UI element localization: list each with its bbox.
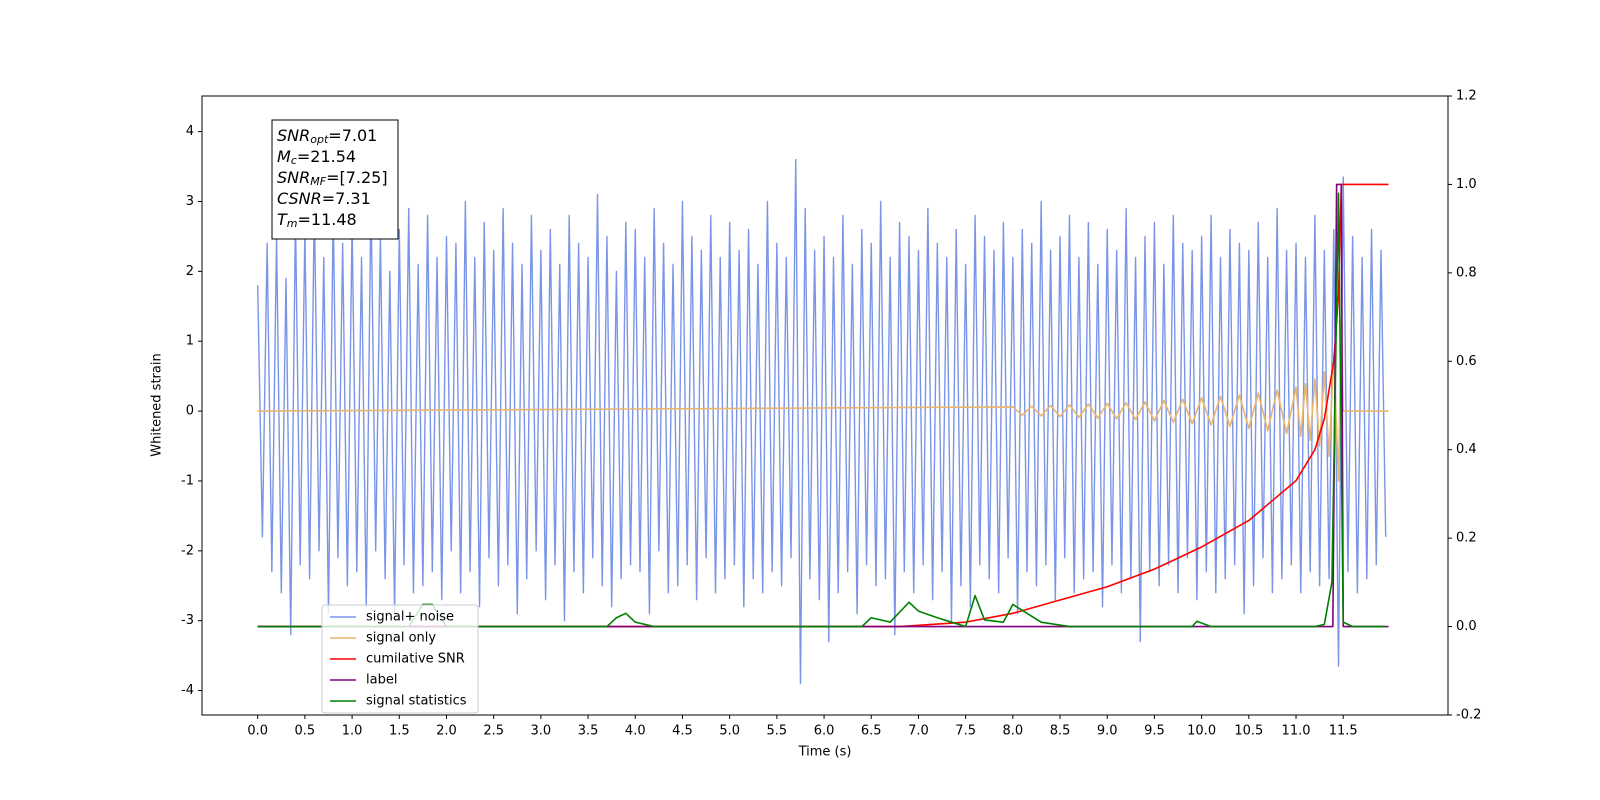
x-tick-label: 5.5 [767, 724, 788, 739]
annotation-symbol: CSNR [277, 189, 322, 208]
x-tick-label: 2.0 [436, 724, 457, 739]
annotation-line: CSNR=7.31 [277, 189, 371, 208]
y2-tick-label: 0.6 [1456, 354, 1477, 369]
y-tick-label: -2 [181, 543, 194, 558]
x-tick-label: 0.5 [295, 724, 316, 739]
y2-tick-label: 0.4 [1456, 442, 1477, 457]
annotation-line: Mc=21.54 [277, 147, 356, 168]
annotation: SNRopt=7.01Mc=21.54SNRMF=[7.25]CSNR=7.31… [271, 119, 399, 240]
y-tick-label: 4 [186, 124, 194, 139]
annotation-subscript: m [287, 217, 298, 230]
x-tick-label: 0.0 [247, 724, 268, 739]
x-tick-label: 6.0 [814, 724, 835, 739]
x-tick-label: 10.5 [1234, 724, 1263, 739]
x-tick-label: 9.5 [1144, 724, 1165, 739]
annotation-value: =7.31 [322, 189, 371, 208]
y-tick-label: 1 [186, 334, 194, 349]
x-tick-label: 11.5 [1329, 724, 1358, 739]
y2-tick-label: 1.0 [1456, 177, 1477, 192]
x-tick-label: 3.0 [531, 724, 552, 739]
y-tick-label: 2 [186, 264, 194, 279]
y2-tick-label: 0.8 [1456, 265, 1477, 280]
annotation-box [271, 119, 399, 240]
annotation-subscript: opt [310, 133, 329, 146]
legend-label: cumilative SNR [366, 652, 465, 667]
annotation-subscript: c [291, 154, 297, 167]
annotation-symbol: T [277, 210, 288, 229]
plot-frame [201, 95, 1449, 716]
x-tick-label: 5.0 [719, 724, 740, 739]
y2-tick-label: 0.2 [1456, 531, 1477, 546]
y-tick-label: 0 [186, 404, 194, 419]
y2-tick-label: 1.2 [1456, 89, 1477, 104]
annotation-symbol: M [277, 147, 291, 166]
x-axis-label: Time (s) [798, 745, 852, 760]
x-tick-label: 7.0 [908, 724, 929, 739]
y-tick-label: -1 [181, 473, 194, 488]
annotation-subscript: MF [310, 175, 326, 188]
x-tick-label: 2.5 [483, 724, 504, 739]
legend-label: signal only [366, 631, 436, 646]
x-tick-label: 8.0 [1003, 724, 1024, 739]
annotation-line: SNRopt=7.01 [277, 126, 377, 147]
annotation-value: =21.54 [297, 147, 356, 166]
y-tick-label: -4 [181, 683, 194, 698]
y-tick-label: -3 [181, 613, 194, 628]
legend-label: signal statistics [366, 694, 467, 709]
y2-tick-label: 0.0 [1456, 619, 1477, 634]
annotation-value: =[7.25] [326, 168, 388, 187]
annotation-line: Tm=11.48 [277, 210, 357, 231]
annotation-symbol: SNR [277, 126, 310, 145]
legend-label: signal+ noise [366, 610, 454, 625]
series-line [256, 158, 1387, 685]
annotation-symbol: SNR [277, 168, 310, 187]
y-axis-label: Whitened strain [150, 353, 165, 456]
x-tick-label: 6.5 [861, 724, 882, 739]
x-tick-label: 4.5 [672, 724, 693, 739]
x-tick-label: 11.0 [1282, 724, 1311, 739]
y-tick-label: 3 [186, 194, 194, 209]
x-tick-label: 8.5 [1050, 724, 1071, 739]
annotation-value: =7.01 [328, 126, 377, 145]
annotation-value: =11.48 [298, 210, 357, 229]
series-line [257, 192, 1386, 628]
x-tick-label: 3.5 [578, 724, 599, 739]
x-tick-label: 9.0 [1097, 724, 1118, 739]
legend-box [321, 604, 479, 714]
x-tick-label: 7.5 [955, 724, 976, 739]
x-tick-label: 10.0 [1187, 724, 1216, 739]
x-tick-label: 1.0 [342, 724, 363, 739]
legend: signal+ noise signal only cumilative SNR la… [321, 604, 479, 714]
legend-label: label [366, 673, 397, 688]
x-tick-label: 4.0 [625, 724, 646, 739]
x-tick-label: 1.5 [389, 724, 410, 739]
annotation-line: SNRMF=[7.25] [277, 168, 388, 189]
y2-tick-label: -0.2 [1456, 708, 1481, 723]
